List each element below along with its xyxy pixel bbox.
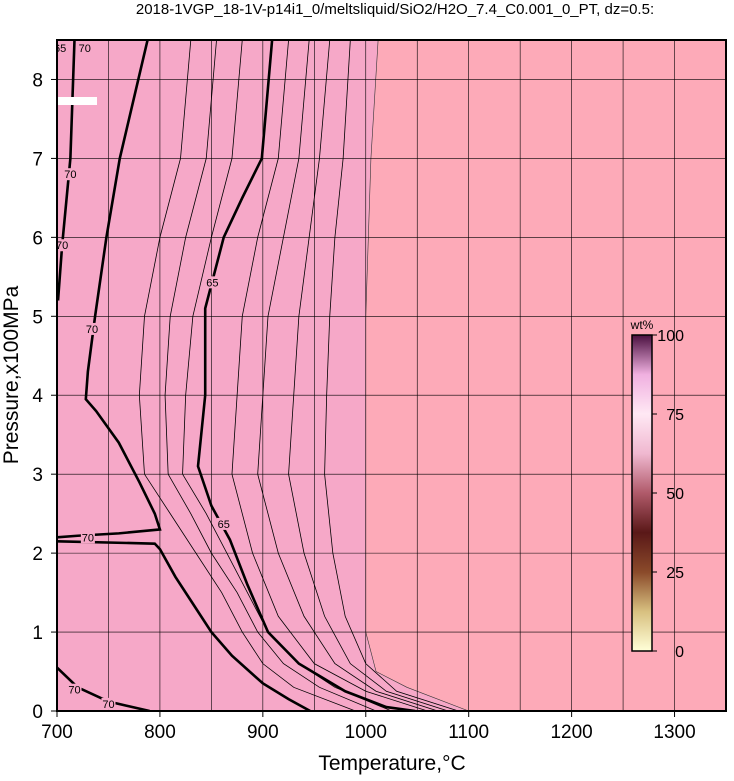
- contour-label: 70: [102, 699, 114, 711]
- x-tick-label: 700: [41, 722, 73, 743]
- contour-label: 70: [64, 169, 76, 181]
- y-tick-label: 6: [32, 228, 43, 249]
- colorbar-tick-label: 0: [675, 644, 684, 661]
- x-axis-label: Temperature,°C: [318, 752, 465, 775]
- plot-frame: [56, 39, 727, 712]
- contour-label-bg: [63, 168, 78, 181]
- colorbar-tick-label: 50: [666, 486, 684, 503]
- contour-line: [57, 40, 162, 539]
- contour-line: [231, 40, 428, 711]
- colorbar-tick-label: 100: [657, 328, 684, 345]
- y-tick-label: 4: [32, 386, 43, 407]
- contour-label: 70: [79, 43, 91, 55]
- x-tick-label: 1100: [448, 722, 489, 743]
- legend-swatch: [57, 97, 97, 105]
- contour-line: [324, 40, 459, 711]
- x-tick-label: 900: [247, 722, 279, 743]
- contour-label-bg: [67, 683, 82, 696]
- x-tick-label: 1300: [653, 722, 695, 743]
- colorbar-tick-label: 25: [666, 565, 684, 582]
- contour-line: [138, 40, 356, 711]
- y-axis-label: Pressure,x100MPa: [0, 285, 23, 464]
- y-tick-label: 5: [32, 307, 43, 328]
- contour-label: 70: [56, 240, 68, 252]
- contour-label-bg: [101, 697, 116, 710]
- contour-label: 70: [86, 324, 98, 336]
- chart-title: 2018-1VGP_18-1V-p14i1_0/meltsliquid/SiO2…: [136, 1, 654, 18]
- contour-line: [164, 40, 377, 711]
- contour-label: 70: [68, 685, 80, 697]
- y-tick-label: 1: [32, 623, 43, 644]
- contour-line: [182, 40, 392, 711]
- y-tick-label: 0: [32, 702, 43, 723]
- contour-label-bg: [205, 276, 220, 289]
- plot-area: 65 70 70 70 70 65 70 65 70 70: [54, 40, 726, 711]
- y-tick-label: 2: [32, 544, 43, 565]
- y-tick-label: 3: [32, 465, 43, 486]
- y-tick-label: 8: [32, 70, 43, 91]
- contour-line: [288, 40, 449, 711]
- contour-line: [57, 666, 150, 711]
- contour-label-bg: [77, 41, 92, 54]
- contour-line: [257, 40, 438, 711]
- contour-label: 65: [206, 277, 218, 289]
- contour-label: 70: [82, 532, 94, 544]
- contour-line: [196, 40, 416, 711]
- contour-label-bg: [57, 239, 70, 252]
- contour-label-bg: [57, 41, 68, 54]
- contour-label: 65: [218, 519, 230, 531]
- contour-label-bg: [216, 517, 231, 530]
- contour-label-bg: [80, 531, 95, 544]
- x-tick-label: 1000: [345, 722, 387, 743]
- colorbar-tick-label: 75: [666, 407, 684, 424]
- contour-label-bg: [84, 322, 99, 335]
- colorbar: [631, 334, 653, 652]
- colorbar-label: wt%: [630, 318, 654, 332]
- contour-label: 65: [54, 43, 66, 55]
- y-tick-label: 7: [32, 149, 43, 170]
- x-tick-label: 1200: [550, 722, 592, 743]
- x-tick-label: 800: [144, 722, 176, 743]
- contour-line: [57, 539, 311, 711]
